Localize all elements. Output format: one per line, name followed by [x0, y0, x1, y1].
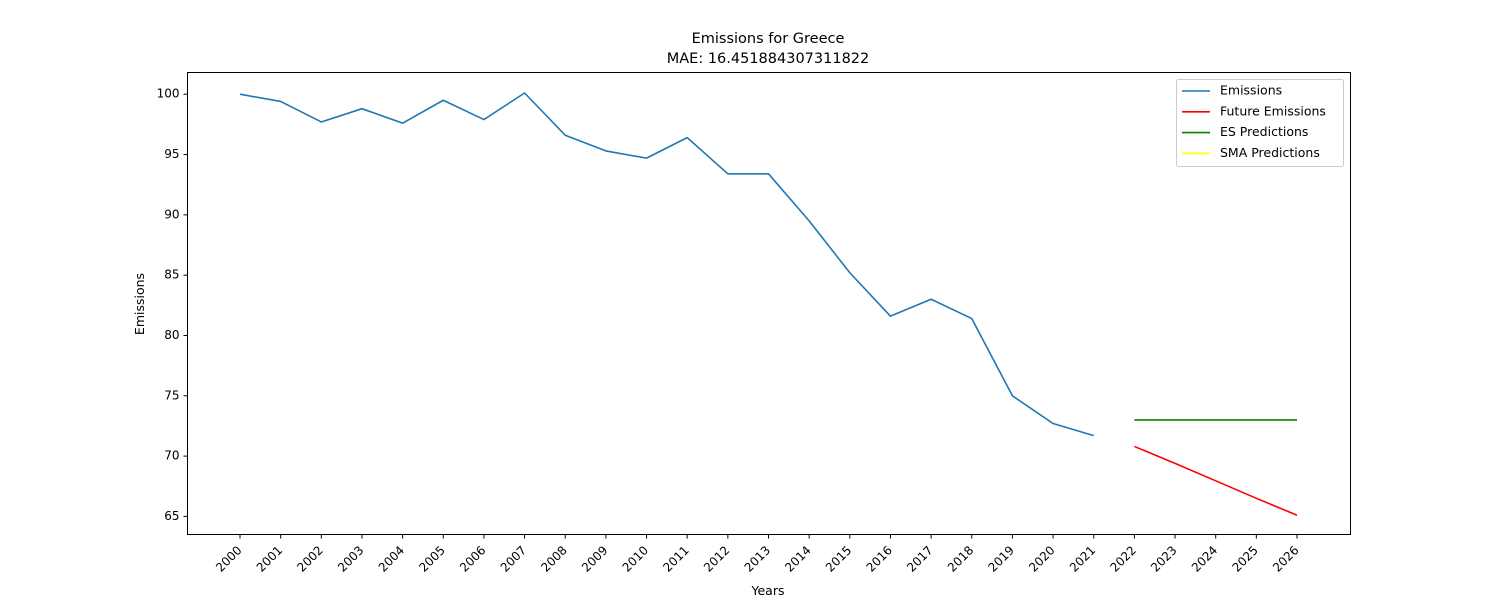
y-axis: 65 70 75 80 85 90 95 100 — [157, 87, 188, 523]
legend-label-future-emissions: Future Emissions — [1220, 103, 1326, 118]
legend: Emissions Future Emissions ES Predictions S… — [1176, 79, 1344, 167]
plot-area — [187, 72, 1351, 535]
series-line-emissions — [239, 92, 1094, 437]
y-tick-label: 100 — [157, 87, 180, 101]
y-tick-label: 95 — [164, 147, 179, 161]
series-layer — [239, 92, 1298, 516]
legend-box — [1176, 79, 1344, 167]
plot-frame — [187, 72, 1351, 535]
y-tick-label: 90 — [164, 207, 179, 221]
y-tick-label: 75 — [164, 388, 179, 402]
chart-title: Emissions for Greece — [692, 31, 845, 47]
y-tick-label: 85 — [164, 268, 179, 282]
y-tick-label: 65 — [164, 509, 179, 523]
y-tick-label: 80 — [164, 328, 179, 342]
y-axis-label: Emissions — [132, 273, 147, 335]
y-tick-label: 70 — [164, 449, 179, 463]
series-line-future-emissions — [1134, 445, 1298, 516]
chart-subtitle: MAE: 16.451884307311822 — [667, 51, 870, 67]
x-axis-label: Years — [751, 583, 785, 598]
legend-label-sma-predictions: SMA Predictions — [1220, 145, 1320, 160]
legend-label-emissions: Emissions — [1220, 83, 1282, 98]
legend-label-es-predictions: ES Predictions — [1220, 124, 1308, 139]
